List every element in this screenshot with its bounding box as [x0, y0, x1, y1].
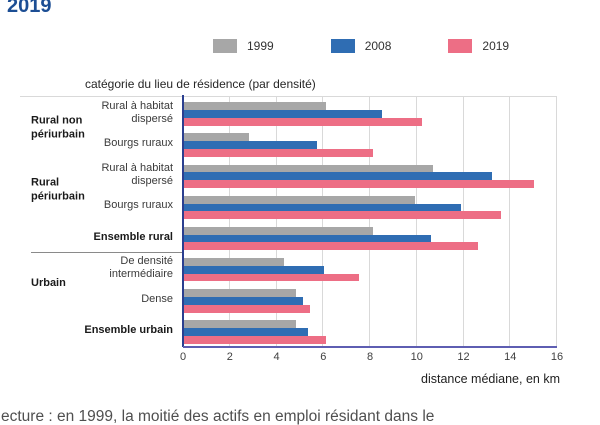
bar-row-6 [184, 284, 557, 315]
bar-2019-row-6 [184, 304, 310, 313]
gridline-2 [228, 97, 230, 346]
reading-note: ecture : en 1999, la moitié des actifs e… [1, 408, 435, 425]
gridline-14 [509, 97, 511, 346]
legend-label-2019: 2019 [482, 39, 510, 53]
category-label-3: Bourgs ruraux [103, 199, 173, 212]
bar-1999-row-4 [184, 226, 373, 235]
bar-1999-row-2 [184, 164, 434, 173]
bar-2019-row-5 [184, 273, 359, 282]
x-tick-label-12: 12 [457, 351, 470, 363]
rural-urbain-separator [31, 252, 183, 253]
chart-subtitle: catégorie du lieu de résidence (par dens… [85, 77, 316, 91]
x-tick-label-0: 0 [179, 351, 187, 363]
gridline-6 [322, 97, 324, 346]
gridline-10 [415, 97, 417, 346]
bar-2008-row-4 [184, 234, 432, 243]
bar-row-0 [184, 97, 557, 128]
legend-swatch-2008 [330, 39, 355, 53]
x-tick-label-10: 10 [410, 351, 423, 363]
bar-2019-row-0 [184, 117, 422, 126]
bar-2008-row-3 [184, 203, 462, 212]
gridline-8 [369, 97, 370, 346]
bar-2019-row-7 [184, 335, 327, 344]
x-tick-label-16: 16 [550, 351, 564, 363]
bar-row-1 [184, 128, 557, 159]
gridline-4 [275, 97, 277, 346]
chart-top-rule [20, 96, 557, 97]
legend-swatch-1999 [213, 39, 237, 53]
x-tick-label-2: 2 [226, 351, 233, 363]
bar-2019-row-4 [184, 242, 478, 251]
x-axis-title: distance médiane, en km [421, 372, 560, 386]
bar-1999-row-3 [184, 195, 415, 204]
bar-row-2 [184, 159, 557, 190]
bar-2008-row-7 [184, 328, 308, 336]
x-tick-label-14: 14 [504, 351, 517, 363]
category-label-2: Rural à habitat dispersé [101, 161, 173, 187]
legend-item-2008: 2008 [330, 39, 392, 53]
bar-row-5 [184, 253, 557, 284]
category-label-7: Ensemble urbain [84, 323, 173, 336]
legend-swatch-2019 [448, 39, 473, 53]
legend-label-1999: 1999 [247, 39, 274, 53]
category-label-6: Dense [141, 292, 173, 305]
bar-row-3 [184, 190, 557, 221]
category-label-1: Bourgs ruraux [103, 137, 173, 150]
plot-area [183, 97, 557, 346]
gridline-16 [556, 97, 557, 346]
bar-1999-row-1 [184, 133, 250, 142]
bar-row-7 [184, 315, 557, 346]
category-label-0: Rural à habitat dispersé [101, 99, 173, 125]
y-axis-line [182, 95, 184, 347]
category-label-5: De densité intermédiaire [109, 255, 173, 281]
x-tick-label-4: 4 [273, 351, 280, 363]
bar-2019-row-3 [184, 211, 502, 220]
category-label-4: Ensemble rural [93, 230, 173, 243]
group-label-0: Rural non périurbain [31, 114, 85, 141]
bar-2008-row-5 [184, 265, 324, 274]
x-axis-line [183, 346, 557, 348]
bar-2008-row-0 [184, 110, 383, 118]
bar-2019-row-1 [184, 149, 373, 157]
bar-2019-row-2 [184, 180, 534, 188]
x-tick-label-8: 8 [366, 351, 374, 363]
bar-1999-row-7 [184, 320, 296, 329]
legend-item-1999: 1999 [213, 39, 274, 53]
legend-label-2008: 2008 [364, 39, 392, 53]
bar-2008-row-6 [184, 296, 303, 305]
figure-title: 2019 [7, 0, 52, 17]
gridline-12 [462, 97, 464, 346]
bar-2008-row-2 [184, 172, 492, 181]
group-label-2: Urbain [31, 276, 66, 289]
bar-2008-row-1 [184, 141, 317, 150]
bar-1999-row-0 [184, 102, 327, 111]
bar-1999-row-6 [184, 289, 296, 297]
x-tick-label-6: 6 [320, 351, 327, 363]
chart-legend: 1999 2008 2019 [213, 39, 509, 53]
bar-1999-row-5 [184, 257, 285, 266]
legend-item-2019: 2019 [448, 39, 509, 53]
group-label-1: Rural périurbain [31, 176, 85, 203]
bar-row-4 [184, 222, 557, 253]
